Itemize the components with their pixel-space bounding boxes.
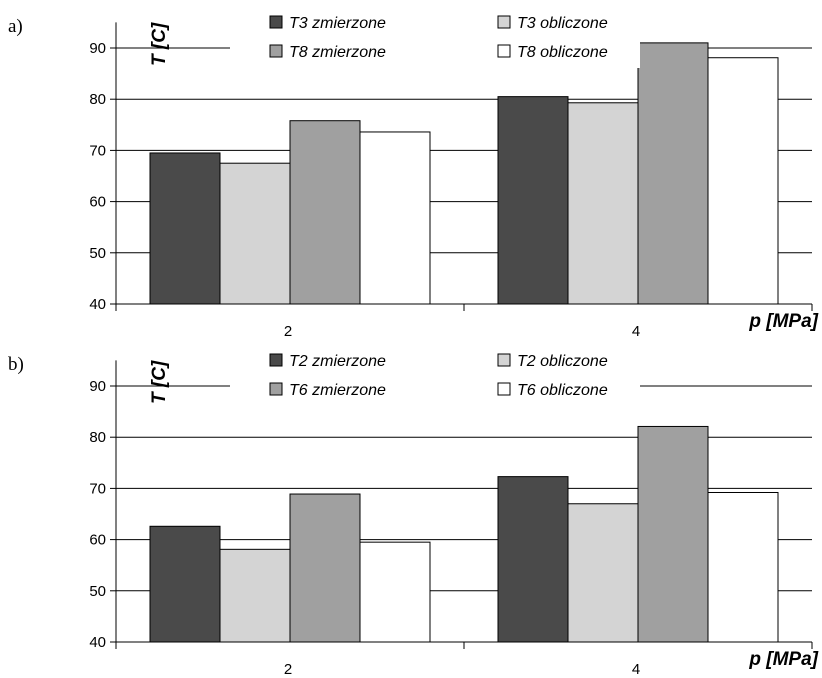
legend-swatch bbox=[269, 382, 283, 396]
legend-label: T6 obliczone bbox=[517, 382, 608, 399]
bar bbox=[567, 503, 639, 643]
chart-panel-a: a) 40 50 60 70 80 90 2 4 T3 zmierzone T3 obliczone… bbox=[8, 12, 819, 340]
bar bbox=[497, 476, 569, 643]
y-tick-label: 80 bbox=[89, 429, 106, 446]
bar bbox=[707, 491, 779, 643]
legend-label: T6 zmierzone bbox=[289, 382, 386, 399]
x-tick-label: 2 bbox=[284, 323, 292, 340]
bar bbox=[359, 541, 431, 643]
y-tick-label: 40 bbox=[89, 634, 106, 651]
legend-swatch bbox=[269, 44, 283, 58]
legend-swatch bbox=[497, 382, 511, 396]
x-tick-label: 2 bbox=[284, 661, 292, 678]
bar bbox=[289, 120, 361, 305]
legend-swatch bbox=[497, 353, 511, 367]
y-tick-label: 60 bbox=[89, 194, 106, 211]
bar bbox=[567, 102, 639, 305]
legend-label: T2 obliczone bbox=[517, 353, 608, 370]
legend-label: T2 zmierzone bbox=[289, 353, 386, 370]
bar bbox=[149, 152, 221, 305]
y-axis-title: T [C] bbox=[149, 360, 170, 404]
y-tick-label: 60 bbox=[89, 532, 106, 549]
panel-label: b) bbox=[8, 354, 24, 375]
legend-swatch bbox=[269, 353, 283, 367]
bar bbox=[637, 42, 709, 305]
y-tick-label: 50 bbox=[89, 245, 106, 262]
chart-panel-b: b) 40 50 60 70 80 90 2 4 T2 zmierzone T2 obliczone… bbox=[8, 350, 819, 678]
legend-label: T8 obliczone bbox=[517, 44, 608, 61]
x-axis-title: p [MPa] bbox=[748, 649, 818, 670]
bar bbox=[497, 96, 569, 305]
legend-label: T3 zmierzone bbox=[289, 15, 386, 32]
y-tick-label: 40 bbox=[89, 296, 106, 313]
legend-swatch bbox=[497, 44, 511, 58]
bar bbox=[637, 425, 709, 643]
x-tick-label: 4 bbox=[632, 661, 640, 678]
bar bbox=[219, 548, 291, 643]
legend-swatch bbox=[269, 15, 283, 29]
legend-background bbox=[230, 12, 640, 68]
y-axis-title: T [C] bbox=[149, 22, 170, 66]
y-tick-label: 90 bbox=[89, 40, 106, 57]
bar bbox=[149, 525, 221, 643]
bar bbox=[289, 493, 361, 643]
y-tick-label: 80 bbox=[89, 91, 106, 108]
legend-label: T8 zmierzone bbox=[289, 44, 386, 61]
bar bbox=[359, 131, 431, 305]
y-tick-label: 70 bbox=[89, 480, 106, 497]
bar bbox=[219, 162, 291, 305]
panel-label: a) bbox=[8, 16, 23, 37]
legend-background bbox=[230, 350, 640, 406]
legend-swatch bbox=[497, 15, 511, 29]
x-axis-title: p [MPa] bbox=[748, 311, 818, 332]
y-tick-label: 50 bbox=[89, 583, 106, 600]
legend-label: T3 obliczone bbox=[517, 15, 608, 32]
bar bbox=[707, 57, 779, 305]
y-tick-label: 90 bbox=[89, 378, 106, 395]
x-tick-label: 4 bbox=[632, 323, 640, 340]
y-tick-label: 70 bbox=[89, 142, 106, 159]
